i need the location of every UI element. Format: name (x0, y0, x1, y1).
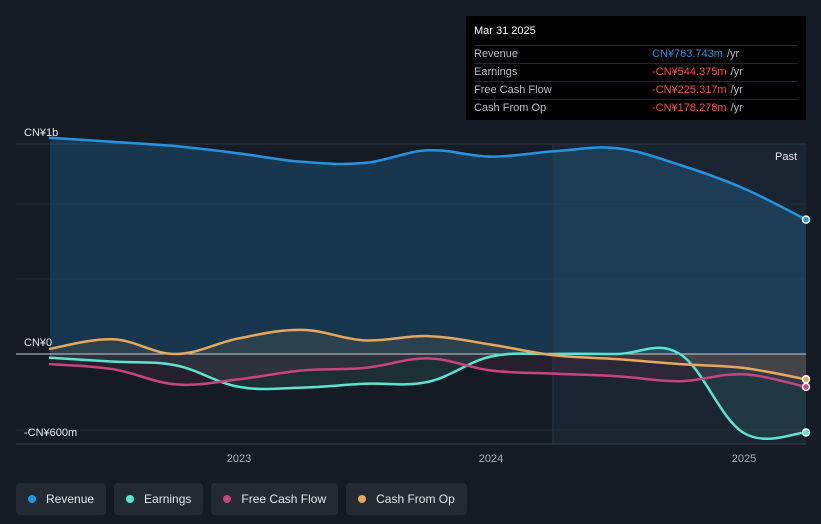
tooltip-unit: /yr (730, 84, 743, 96)
earnings-area (50, 347, 806, 439)
tooltip-value: CN¥763.743m (652, 48, 723, 60)
tooltip-date: Mar 31 2025 (474, 23, 798, 46)
legend-dot (358, 495, 367, 503)
cash-from-op-area (50, 329, 806, 380)
y-tick-label-top: CN¥1b (24, 127, 58, 139)
y-tick-label-bottom: -CN¥600m (24, 427, 77, 439)
tooltip-row-revenue: Revenue CN¥763.743m /yr (474, 46, 798, 64)
tooltip-label: Earnings (474, 66, 518, 78)
free-cash-flow-line (48, 357, 808, 389)
tooltip-value: -CN¥544.375m (652, 66, 727, 78)
x-tick-label: 2025 (732, 453, 756, 465)
x-tick-label: 2024 (479, 453, 503, 465)
legend-item-revenue[interactable]: Revenue (16, 483, 107, 515)
revenue-end-point (801, 215, 811, 224)
tooltip-row-cash-from-op: Cash From Op -CN¥178.278m /yr (474, 100, 798, 117)
revenue-line (48, 136, 808, 221)
free-cash-flow-end-point (801, 382, 811, 392)
legend-item-free-cash-flow[interactable]: Free Cash Flow (211, 483, 339, 515)
legend-item-earnings[interactable]: Earnings (114, 483, 204, 515)
legend-dot (28, 495, 36, 503)
legend-label: Cash From Op (376, 492, 455, 506)
tooltip-unit: /yr (730, 66, 743, 78)
tooltip-value: -CN¥178.278m (652, 102, 727, 114)
tooltip-label: Revenue (474, 48, 519, 60)
legend-label: Revenue (46, 492, 95, 506)
tooltip-label: Cash From Op (474, 102, 547, 114)
legend-dot (223, 495, 232, 503)
legend-label: Free Cash Flow (241, 492, 327, 506)
earnings-line (48, 346, 808, 441)
x-tick-label: 2023 (227, 453, 251, 465)
legend-item-cash-from-op[interactable]: Cash From Op (346, 483, 467, 515)
tooltip: Mar 31 2025 Revenue CN¥763.743m /yr Earn… (466, 16, 806, 120)
cash-from-op-line (48, 328, 808, 381)
earnings-end-point (801, 428, 811, 437)
legend-dot (126, 495, 135, 503)
cash-from-op-end-point (801, 375, 811, 384)
tooltip-unit: /yr (730, 102, 743, 114)
tooltip-unit: /yr (726, 48, 740, 60)
past-region (553, 144, 806, 444)
y-tick-label-zero: CN¥0 (24, 337, 52, 349)
tooltip-label: Free Cash Flow (474, 84, 552, 96)
revenue-area (50, 137, 806, 354)
tooltip-row-free-cash-flow: Free Cash Flow -CN¥225.317m /yr (474, 82, 798, 100)
tooltip-value: -CN¥225.317m (652, 84, 727, 96)
past-label: Past (775, 151, 797, 163)
legend: Revenue Earnings Free Cash Flow Cash Fro… (16, 483, 467, 515)
legend-label: Earnings (144, 492, 192, 506)
tooltip-row-earnings: Earnings -CN¥544.375m /yr (474, 64, 798, 82)
